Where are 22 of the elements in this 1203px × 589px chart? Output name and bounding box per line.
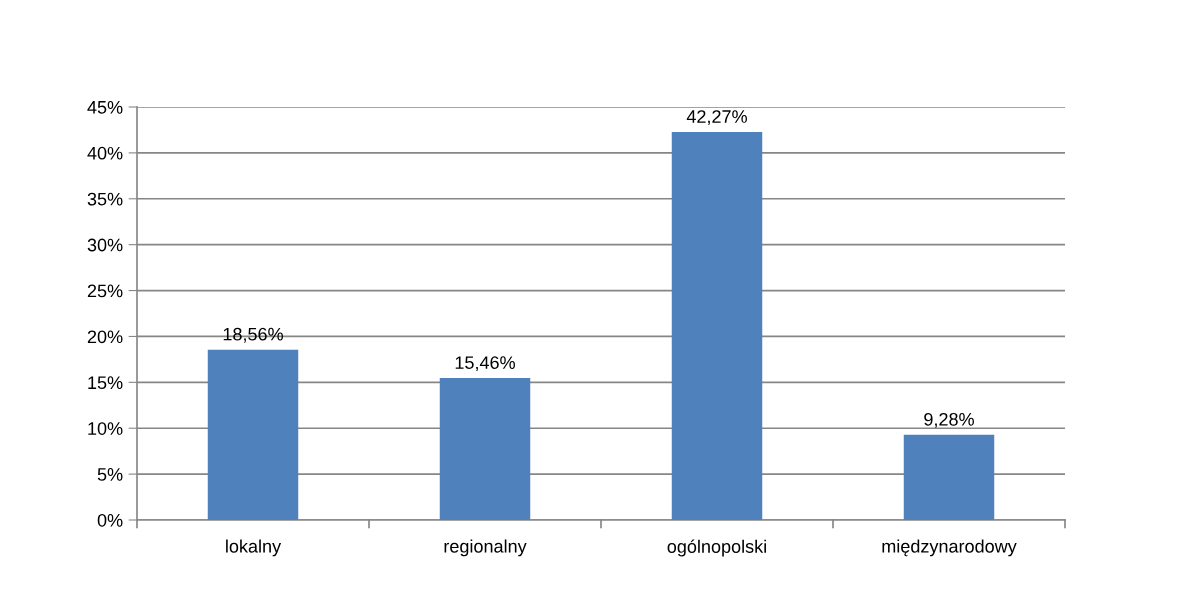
y-tick-label: 25%	[87, 284, 123, 298]
y-tick-label: 35%	[87, 192, 123, 206]
bar	[207, 349, 299, 520]
y-tick-label: 45%	[87, 101, 123, 114]
x-tick-label: lokalny	[226, 539, 282, 557]
bar	[439, 378, 531, 520]
data-label: 9,28%	[924, 412, 974, 428]
x-tick-label: regionalny	[444, 539, 527, 557]
data-label: 15,46%	[455, 356, 515, 372]
x-tick-label: ogólnopolski	[667, 539, 766, 557]
y-tick-label: 40%	[87, 146, 123, 160]
y-tick-label: 15%	[88, 376, 123, 390]
y-tick-label: 5%	[97, 468, 123, 481]
bar	[903, 434, 995, 520]
data-label: 18,56%	[223, 327, 283, 343]
y-tick-label: 0%	[97, 513, 123, 527]
bar	[671, 132, 763, 520]
x-tick-label: międzynarodowy	[882, 539, 1017, 557]
y-tick-label: 20%	[87, 330, 123, 344]
data-label: 42,27%	[686, 110, 747, 126]
y-tick-label: 10%	[88, 422, 123, 435]
y-tick-label: 30%	[87, 238, 123, 252]
